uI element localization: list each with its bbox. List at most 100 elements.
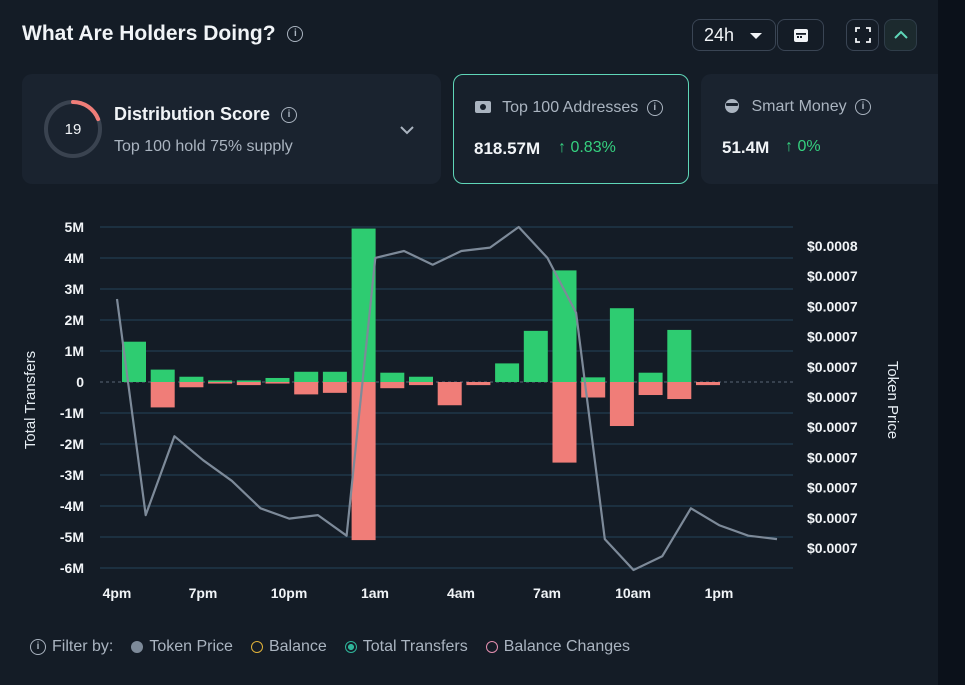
- arrow-up-icon: ↑: [558, 139, 566, 156]
- top100-change: ↑ 0.83%: [558, 139, 616, 157]
- y-tick-left: -4M: [60, 498, 84, 514]
- page-title: What Are Holders Doing? i: [22, 22, 304, 46]
- legend-label: Total Transfers: [362, 638, 468, 655]
- legend-label: Balance: [268, 638, 327, 655]
- inflow-bar[interactable]: [351, 228, 376, 382]
- info-icon[interactable]: i: [281, 107, 298, 124]
- score-ring: 19: [44, 100, 102, 158]
- distribution-score-card[interactable]: 19 Distribution Score i Top 100 hold 75%…: [22, 74, 441, 184]
- inflow-bar[interactable]: [294, 371, 319, 382]
- inflow-bar[interactable]: [179, 376, 204, 382]
- timeframe-select[interactable]: 24h: [692, 19, 776, 51]
- outflow-bar[interactable]: [409, 382, 433, 386]
- arrow-up-icon: ↑: [785, 138, 793, 155]
- y-axis-label-left: Total Transfers: [22, 351, 39, 449]
- outflow-bar[interactable]: [667, 382, 692, 400]
- inflow-bar[interactable]: [380, 372, 405, 382]
- legend-item-total-transfers[interactable]: Total Transfers: [344, 638, 468, 656]
- sunglasses-icon: [725, 99, 739, 113]
- distribution-title: Distribution Score i: [114, 104, 298, 125]
- y-tick-right: $0.0007: [807, 480, 858, 496]
- inflow-bar[interactable]: [581, 377, 606, 382]
- top100-title: Top 100 Addresses i: [474, 99, 663, 117]
- legend-item-balance[interactable]: Balance: [250, 638, 327, 656]
- inflow-bar[interactable]: [495, 363, 520, 382]
- x-tick: 1am: [361, 585, 389, 601]
- inflow-bar[interactable]: [552, 270, 577, 382]
- outflow-bar[interactable]: [437, 382, 462, 406]
- collapse-button[interactable]: [884, 19, 917, 51]
- outflow-bar[interactable]: [696, 382, 720, 386]
- outflow-bar[interactable]: [466, 382, 491, 386]
- legend-item-token-price[interactable]: Token Price: [131, 638, 233, 656]
- top-100-addresses-card[interactable]: Top 100 Addresses i 818.57M ↑ 0.83%: [453, 74, 689, 184]
- outflow-bar[interactable]: [322, 382, 347, 393]
- outflow-bar[interactable]: [179, 382, 204, 388]
- filter-label-text: Filter by:: [52, 638, 114, 655]
- y-tick-left: 0: [76, 374, 84, 390]
- legend-label: Token Price: [149, 638, 233, 655]
- y-tick-right: $0.0008: [807, 238, 858, 254]
- y-tick-left: -1M: [60, 405, 84, 421]
- legend: i Filter by: Token Price Balance Total T…: [30, 638, 630, 656]
- outflow-bar[interactable]: [638, 382, 663, 396]
- smart-money-change-text: 0%: [797, 138, 821, 155]
- token-price-line[interactable]: [115, 225, 778, 572]
- inflow-bar[interactable]: [638, 372, 663, 382]
- inflow-bar[interactable]: [609, 308, 634, 382]
- outflow-bar[interactable]: [380, 382, 405, 389]
- info-icon[interactable]: i: [855, 98, 872, 115]
- outflow-bar[interactable]: [552, 382, 577, 463]
- score-value: 19: [65, 121, 82, 138]
- top100-change-text: 0.83%: [570, 139, 616, 156]
- top100-value: 818.57M: [474, 139, 541, 158]
- y-tick-left: 4M: [65, 250, 84, 266]
- outflow-bar[interactable]: [236, 382, 261, 386]
- timeframe-value: 24h: [704, 25, 735, 45]
- inflow-bar[interactable]: [265, 377, 290, 382]
- y-tick-right: $0.0007: [807, 298, 858, 314]
- filter-label: i Filter by:: [30, 638, 113, 656]
- y-tick-right: $0.0007: [807, 389, 858, 405]
- y-tick-left: 5M: [65, 219, 84, 235]
- x-tick: 4am: [447, 585, 475, 601]
- x-tick: 7am: [533, 585, 561, 601]
- x-tick: 10am: [615, 585, 651, 601]
- y-tick-right: $0.0007: [807, 449, 858, 465]
- inflow-bar[interactable]: [322, 371, 347, 382]
- outflow-bar[interactable]: [294, 382, 319, 395]
- chevron-down-icon[interactable]: [400, 125, 414, 135]
- inflow-bar[interactable]: [150, 369, 175, 382]
- chevron-up-icon: [894, 30, 908, 39]
- info-icon[interactable]: i: [287, 26, 304, 43]
- outflow-bar[interactable]: [208, 382, 233, 384]
- inflow-bar[interactable]: [208, 380, 233, 382]
- y-tick-left: -2M: [60, 436, 84, 452]
- calendar-button[interactable]: [777, 19, 824, 51]
- outflow-bar[interactable]: [265, 382, 290, 384]
- y-tick-left: 2M: [65, 312, 84, 328]
- outflow-bar[interactable]: [609, 382, 634, 427]
- smart-money-card[interactable]: Smart Money i 51.4M ↑ 0%: [701, 74, 938, 184]
- inflow-bar[interactable]: [523, 330, 548, 382]
- top100-title-text: Top 100 Addresses: [502, 99, 639, 116]
- wallet-icon: [475, 101, 491, 113]
- inflow-bar[interactable]: [236, 380, 261, 382]
- holders-panel: What Are Holders Doing? i 24h 19 Distrib…: [0, 0, 938, 685]
- y-tick-right: $0.0007: [807, 268, 858, 284]
- outflow-bar[interactable]: [351, 382, 376, 541]
- chevron-down-icon: [750, 33, 762, 39]
- outflow-bar[interactable]: [150, 382, 175, 408]
- smart-money-title: Smart Money i: [723, 98, 872, 116]
- fullscreen-icon: [855, 27, 871, 43]
- x-tick: 4pm: [103, 585, 132, 601]
- x-tick: 1pm: [705, 585, 734, 601]
- x-tick: 7pm: [189, 585, 218, 601]
- info-icon[interactable]: i: [646, 99, 663, 116]
- fullscreen-button[interactable]: [846, 19, 879, 51]
- smart-money-change: ↑ 0%: [785, 138, 821, 156]
- inflow-bar[interactable]: [667, 329, 692, 382]
- inflow-bar[interactable]: [409, 376, 433, 382]
- y-tick-left: 1M: [65, 343, 84, 359]
- legend-item-balance-changes[interactable]: Balance Changes: [485, 638, 630, 656]
